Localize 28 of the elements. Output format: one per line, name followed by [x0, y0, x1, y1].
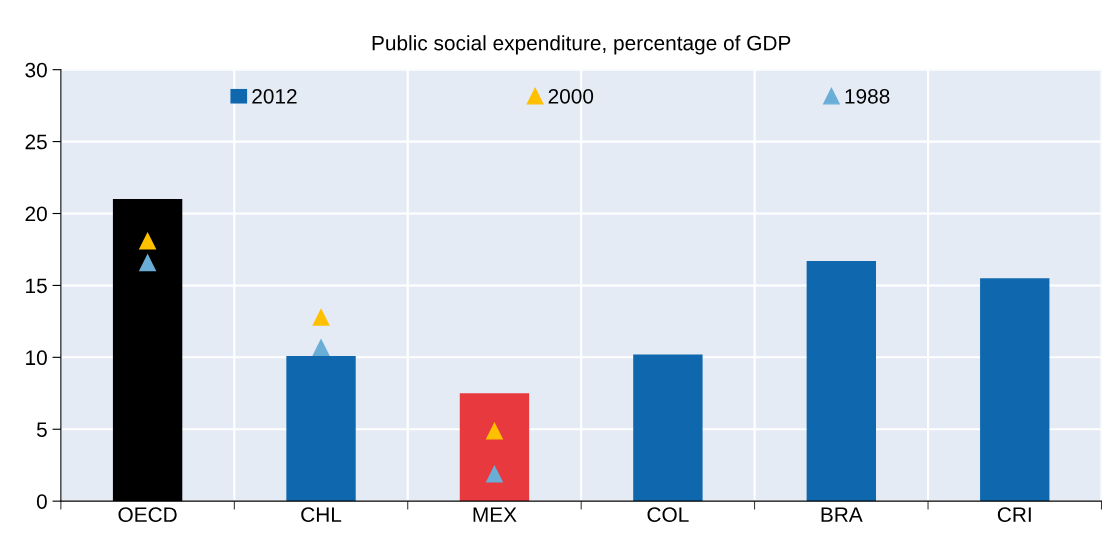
legend-label: 1988: [845, 88, 890, 104]
y-tick-label: 10: [26, 350, 47, 366]
legend-label: 2012: [252, 88, 297, 104]
y-tick-label: 5: [36, 422, 47, 437]
bar: [980, 278, 1050, 502]
point: [312, 308, 330, 326]
y-tick-label: 25: [25, 134, 47, 150]
x-tick-label: COL: [647, 507, 689, 523]
y-tick-label: 20: [25, 206, 47, 222]
bar: [806, 260, 877, 502]
bar: [286, 355, 356, 502]
x-tick-label: CHL: [301, 507, 342, 523]
x-tick-label: OECD: [118, 507, 177, 523]
bar: [459, 393, 530, 502]
x-tick-label: MEX: [473, 507, 517, 522]
point: [138, 232, 157, 250]
legend-label: 2000: [548, 88, 594, 104]
point: [312, 338, 330, 357]
chart-title: Public social expenditure, percentage of GDP: [372, 35, 791, 55]
point: [485, 421, 504, 440]
x-tick-label: BRA: [821, 507, 863, 522]
y-tick-label: 30: [25, 62, 47, 78]
y-tick-label: 0: [36, 494, 47, 509]
x-tick-label: CRI: [997, 507, 1031, 523]
point: [138, 253, 157, 272]
y-tick-label: 15: [26, 278, 47, 294]
bar: [633, 354, 703, 502]
point: [485, 465, 504, 483]
